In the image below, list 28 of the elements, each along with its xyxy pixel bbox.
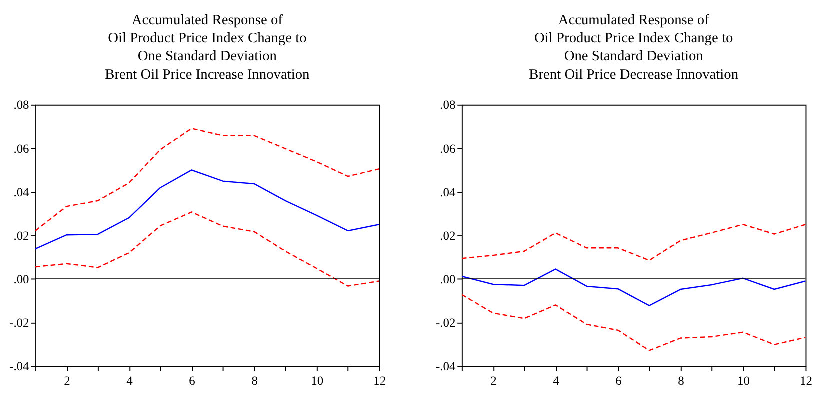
y-tick-label: .02 [440, 228, 456, 243]
x-tick-label: 4 [126, 374, 134, 388]
y-tick-label: .02 [14, 228, 30, 243]
y-tick-label: .08 [440, 98, 456, 112]
x-tick-label: 10 [311, 374, 324, 388]
y-tick-label: .04 [14, 185, 30, 200]
y-tick-label: -.02 [436, 316, 456, 330]
y-tick-label: .06 [440, 142, 456, 156]
x-tick-label: 6 [189, 374, 196, 388]
x-tick-label: 12 [800, 374, 812, 388]
x-tick-label: 2 [490, 374, 497, 388]
y-tick-label: -.04 [436, 359, 456, 374]
chart-title: Accumulated Response of Oil Product Price Index Change to One Standard Deviation Brent Oil Price Decrease Innovation [529, 12, 739, 83]
y-tick-label: .00 [14, 272, 30, 286]
x-tick-label: 10 [737, 374, 750, 388]
x-tick-label: 4 [553, 374, 560, 388]
y-tick-label: .08 [14, 98, 30, 112]
x-tick-label: 6 [616, 374, 622, 388]
y-tick-label: -.04 [10, 359, 30, 374]
chart-title: Accumulated Response of Oil Product Price Index Change to One Standard Deviation Brent Oil Price Increase Innovation [105, 12, 310, 83]
y-tick-label: .04 [440, 185, 456, 200]
x-tick-label: 12 [374, 374, 386, 388]
x-tick-label: 8 [252, 374, 258, 388]
y-tick-label: -.02 [10, 316, 30, 330]
y-tick-label: .06 [14, 142, 30, 156]
x-tick-label: 2 [64, 374, 70, 388]
x-tick-label: 8 [678, 374, 684, 388]
y-tick-label: .00 [440, 272, 456, 286]
